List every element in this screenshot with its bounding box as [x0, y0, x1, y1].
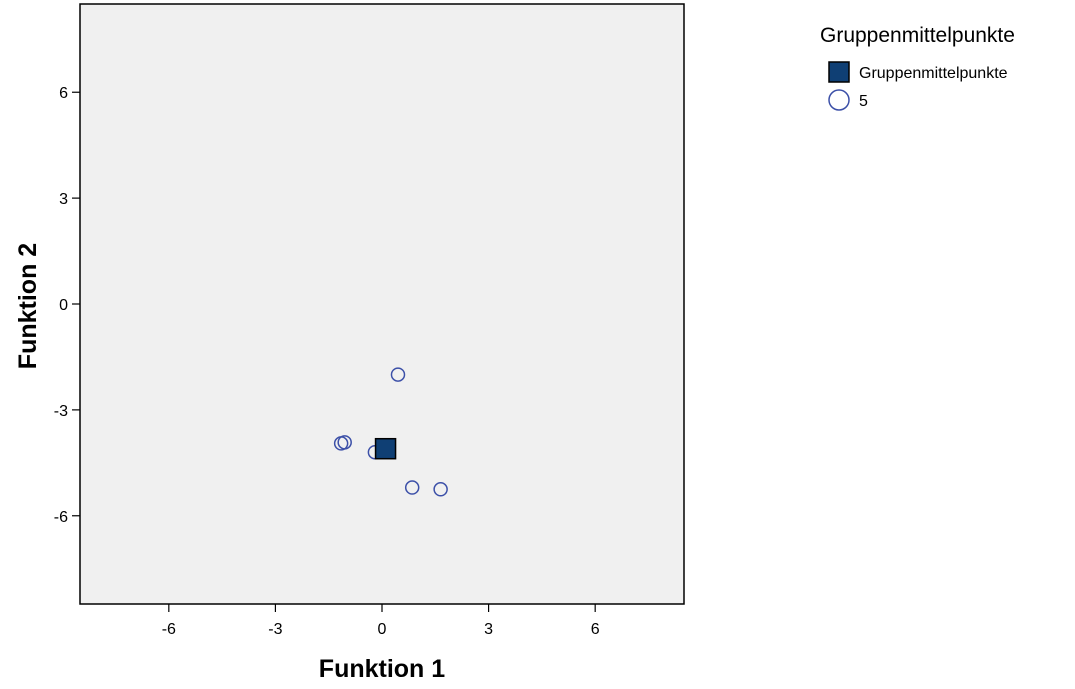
legend-title: Gruppenmittelpunkte [820, 24, 1015, 47]
y-axis-ticks: 6 3 0 -3 -6 [54, 85, 80, 526]
x-tick-label: 3 [484, 621, 493, 638]
plot-area [79, 3, 685, 605]
data-point-circle [337, 435, 352, 450]
data-point-circle [390, 367, 406, 382]
data-point-circle [404, 480, 420, 495]
group-centroid-square [374, 437, 397, 460]
y-tick-label: -3 [54, 403, 68, 420]
y-tick-label: -6 [54, 509, 68, 526]
data-point-circle [433, 482, 448, 497]
legend-item-group-5: 5 [859, 93, 868, 110]
legend-item-group-centroids: Gruppenmittelpunkte [859, 65, 1008, 82]
y-tick-label: 3 [59, 191, 68, 208]
y-tick-label: 6 [59, 85, 68, 102]
x-axis-title: Funktion 1 [319, 655, 445, 683]
x-tick-label: -3 [268, 621, 282, 638]
x-tick-label: 6 [591, 621, 600, 638]
x-tick-label: 0 [378, 621, 387, 638]
x-tick-label: -6 [162, 621, 176, 638]
legend: Gruppenmittelpunkte Gruppenmittelpunkte … [820, 24, 1015, 111]
x-axis-ticks: -6 -3 0 3 6 [162, 604, 600, 638]
y-axis-title: Funktion 2 [14, 243, 42, 369]
data-points [333, 367, 448, 497]
legend-square-marker [828, 61, 850, 83]
legend-circle-marker [828, 89, 850, 111]
y-tick-label: 0 [59, 297, 68, 314]
